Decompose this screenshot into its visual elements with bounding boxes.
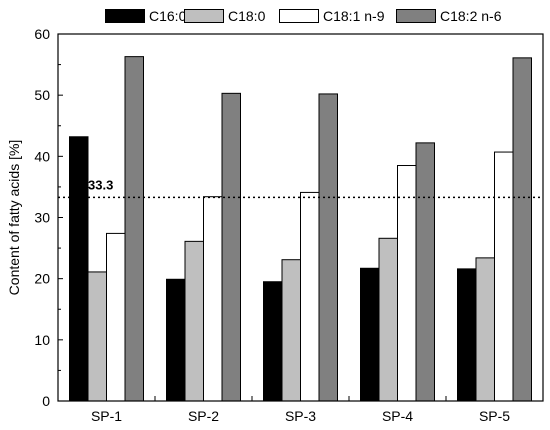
bar-sp-5-c18-0 (475, 257, 495, 402)
x-tick-label: SP-2 (188, 408, 219, 424)
y-tick-label: 60 (34, 26, 50, 42)
x-tick-label: SP-1 (91, 408, 122, 424)
legend-label: C18:1 n-9 (323, 8, 385, 24)
y-axis-label: Content of fatty acids [%] (6, 140, 22, 296)
bar-sp-4-c18-1-n-9 (397, 165, 417, 402)
bar-sp-1-c18-2-n-6 (124, 56, 144, 402)
legend-label: C16:0 (149, 8, 187, 24)
x-tick-label: SP-4 (382, 408, 413, 424)
bar-sp-4-c18-0 (378, 237, 398, 402)
bar-sp-1-c18-1-n-9 (106, 232, 126, 402)
legend-swatch (105, 9, 145, 23)
bar-sp-1-c16-0 (69, 136, 89, 402)
bar-sp-4-c16-0 (360, 267, 380, 402)
x-tick-label: SP-3 (285, 408, 316, 424)
bar-sp-2-c18-0 (184, 240, 204, 402)
legend-item: C18:1 n-9 (279, 6, 384, 26)
y-tick-label: 20 (34, 271, 50, 287)
bar-sp-5-c18-2-n-6 (512, 57, 532, 402)
bar-sp-5-c18-1-n-9 (494, 151, 514, 402)
legend-swatch (396, 9, 436, 23)
bar-sp-4-c18-2-n-6 (415, 142, 435, 402)
bar-sp-5-c16-0 (457, 268, 477, 402)
bar-sp-2-c18-1-n-9 (203, 196, 223, 402)
y-tick-label: 0 (42, 393, 50, 409)
y-tick-label: 40 (34, 148, 50, 164)
bar-sp-1-c18-0 (87, 271, 107, 402)
bar-sp-2-c18-2-n-6 (221, 92, 241, 402)
legend-item: C18:0 (184, 6, 265, 26)
y-tick-label: 10 (34, 332, 50, 348)
reference-line-label: 33.3 (88, 177, 113, 192)
bar-sp-3-c18-2-n-6 (318, 93, 338, 402)
bar-sp-2-c16-0 (166, 278, 186, 402)
bar-sp-3-c16-0 (263, 281, 283, 402)
legend-item: C16:0 (105, 6, 186, 26)
legend-swatch (184, 9, 224, 23)
legend-label: C18:2 n-6 (440, 8, 502, 24)
bar-sp-3-c18-0 (281, 259, 301, 402)
legend-item: C18:2 n-6 (396, 6, 501, 26)
bar-sp-3-c18-1-n-9 (300, 191, 320, 402)
legend: C16:0 C18:0 C18:1 n-9 C18:2 n-6 (0, 6, 550, 26)
y-tick-label: 30 (34, 210, 50, 226)
x-tick-label: SP-5 (479, 408, 510, 424)
legend-label: C18:0 (228, 8, 266, 24)
y-tick-label: 50 (34, 87, 50, 103)
legend-swatch (279, 9, 319, 23)
